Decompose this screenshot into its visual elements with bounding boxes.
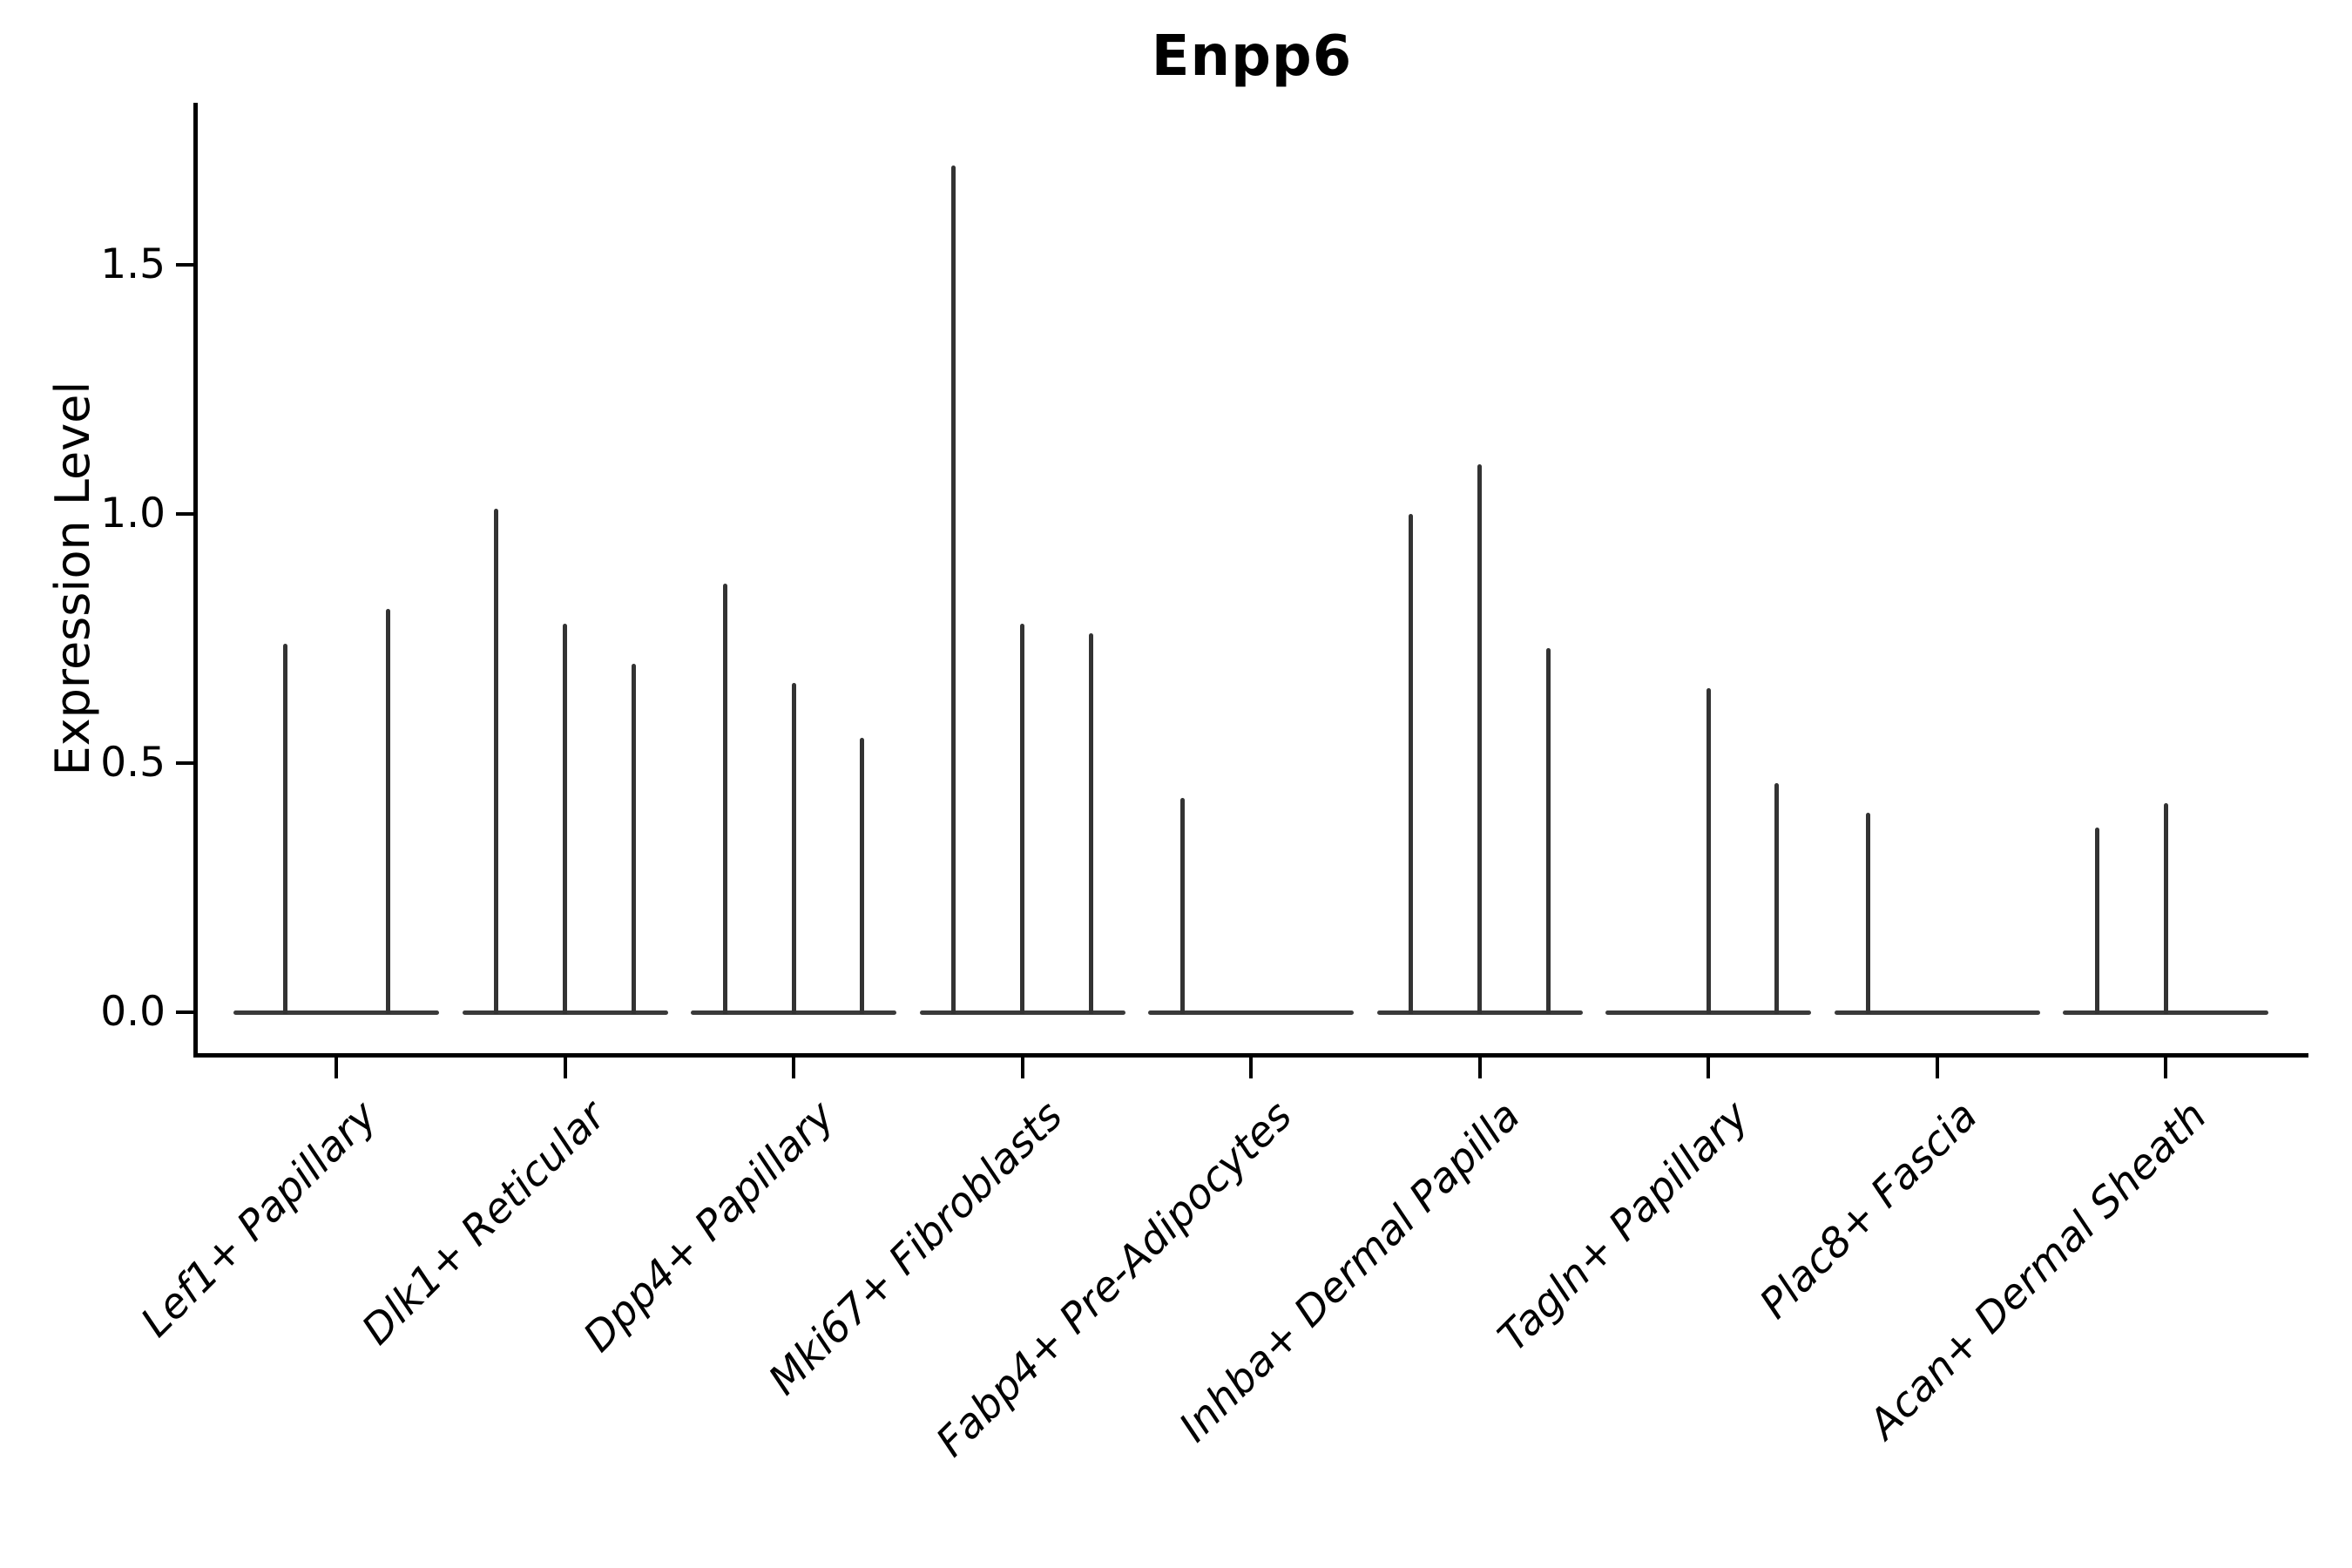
x-tick-mark — [1020, 1058, 1024, 1078]
x-tick-mark — [2164, 1058, 2167, 1078]
x-tick-label-tagln-papillary: Tagln+ Papillary — [1489, 1092, 1759, 1362]
x-tick-mark — [1707, 1058, 1710, 1078]
violin-spike — [1545, 648, 1551, 1014]
violin-spike — [1706, 688, 1711, 1014]
violin-spike — [1866, 813, 1871, 1014]
violin-spike — [722, 584, 727, 1014]
y-tick-label: 1.0 — [100, 490, 166, 537]
y-tick-mark — [176, 263, 193, 267]
x-axis-spine — [193, 1053, 2308, 1058]
violin-spike — [631, 663, 636, 1014]
violin-spike — [494, 509, 499, 1014]
x-tick-mark — [563, 1058, 567, 1078]
x-tick-label-plac8-fascia: Plac8+ Fascia — [1750, 1092, 1987, 1328]
y-tick-label: 0.0 — [100, 988, 166, 1036]
violin-spike — [1774, 782, 1780, 1014]
violin-spike — [1409, 514, 1414, 1014]
violin-spike — [2163, 802, 2168, 1014]
x-tick-mark — [792, 1058, 795, 1078]
x-tick-mark — [1477, 1058, 1482, 1078]
chart-title: Enpp6 — [1151, 24, 1353, 89]
y-tick-mark — [176, 1010, 193, 1014]
violin-spike — [282, 643, 287, 1014]
violin-spike — [1020, 623, 1024, 1014]
violin-spike — [1179, 798, 1185, 1014]
x-tick-mark — [1935, 1058, 1939, 1078]
violin-baseline — [1148, 1010, 1354, 1015]
x-tick-label-lef1-papillary: Lef1+ Papillary — [132, 1092, 387, 1347]
y-tick-mark — [176, 512, 193, 516]
violin-baseline — [1834, 1010, 2040, 1015]
y-tick-label: 0.5 — [100, 739, 166, 787]
violin-spike — [860, 738, 865, 1014]
violin-spike — [791, 683, 796, 1014]
y-tick-mark — [176, 761, 193, 765]
x-tick-label-dpp4-papillary: Dpp4+ Papillary — [574, 1092, 844, 1362]
violin-spike — [2094, 828, 2099, 1014]
violin-spike — [385, 608, 390, 1014]
violin-spike — [1477, 463, 1482, 1014]
x-tick-mark — [335, 1058, 338, 1078]
violin-baseline — [233, 1010, 439, 1015]
y-tick-label: 1.5 — [100, 240, 166, 288]
x-tick-label-dlk1-reticular: Dlk1+ Reticular — [353, 1092, 615, 1355]
y-axis-spine — [193, 103, 198, 1058]
violin-spike — [951, 165, 956, 1014]
violin-spike — [1088, 633, 1093, 1014]
violin-spike — [563, 623, 567, 1014]
x-tick-mark — [1249, 1058, 1253, 1078]
